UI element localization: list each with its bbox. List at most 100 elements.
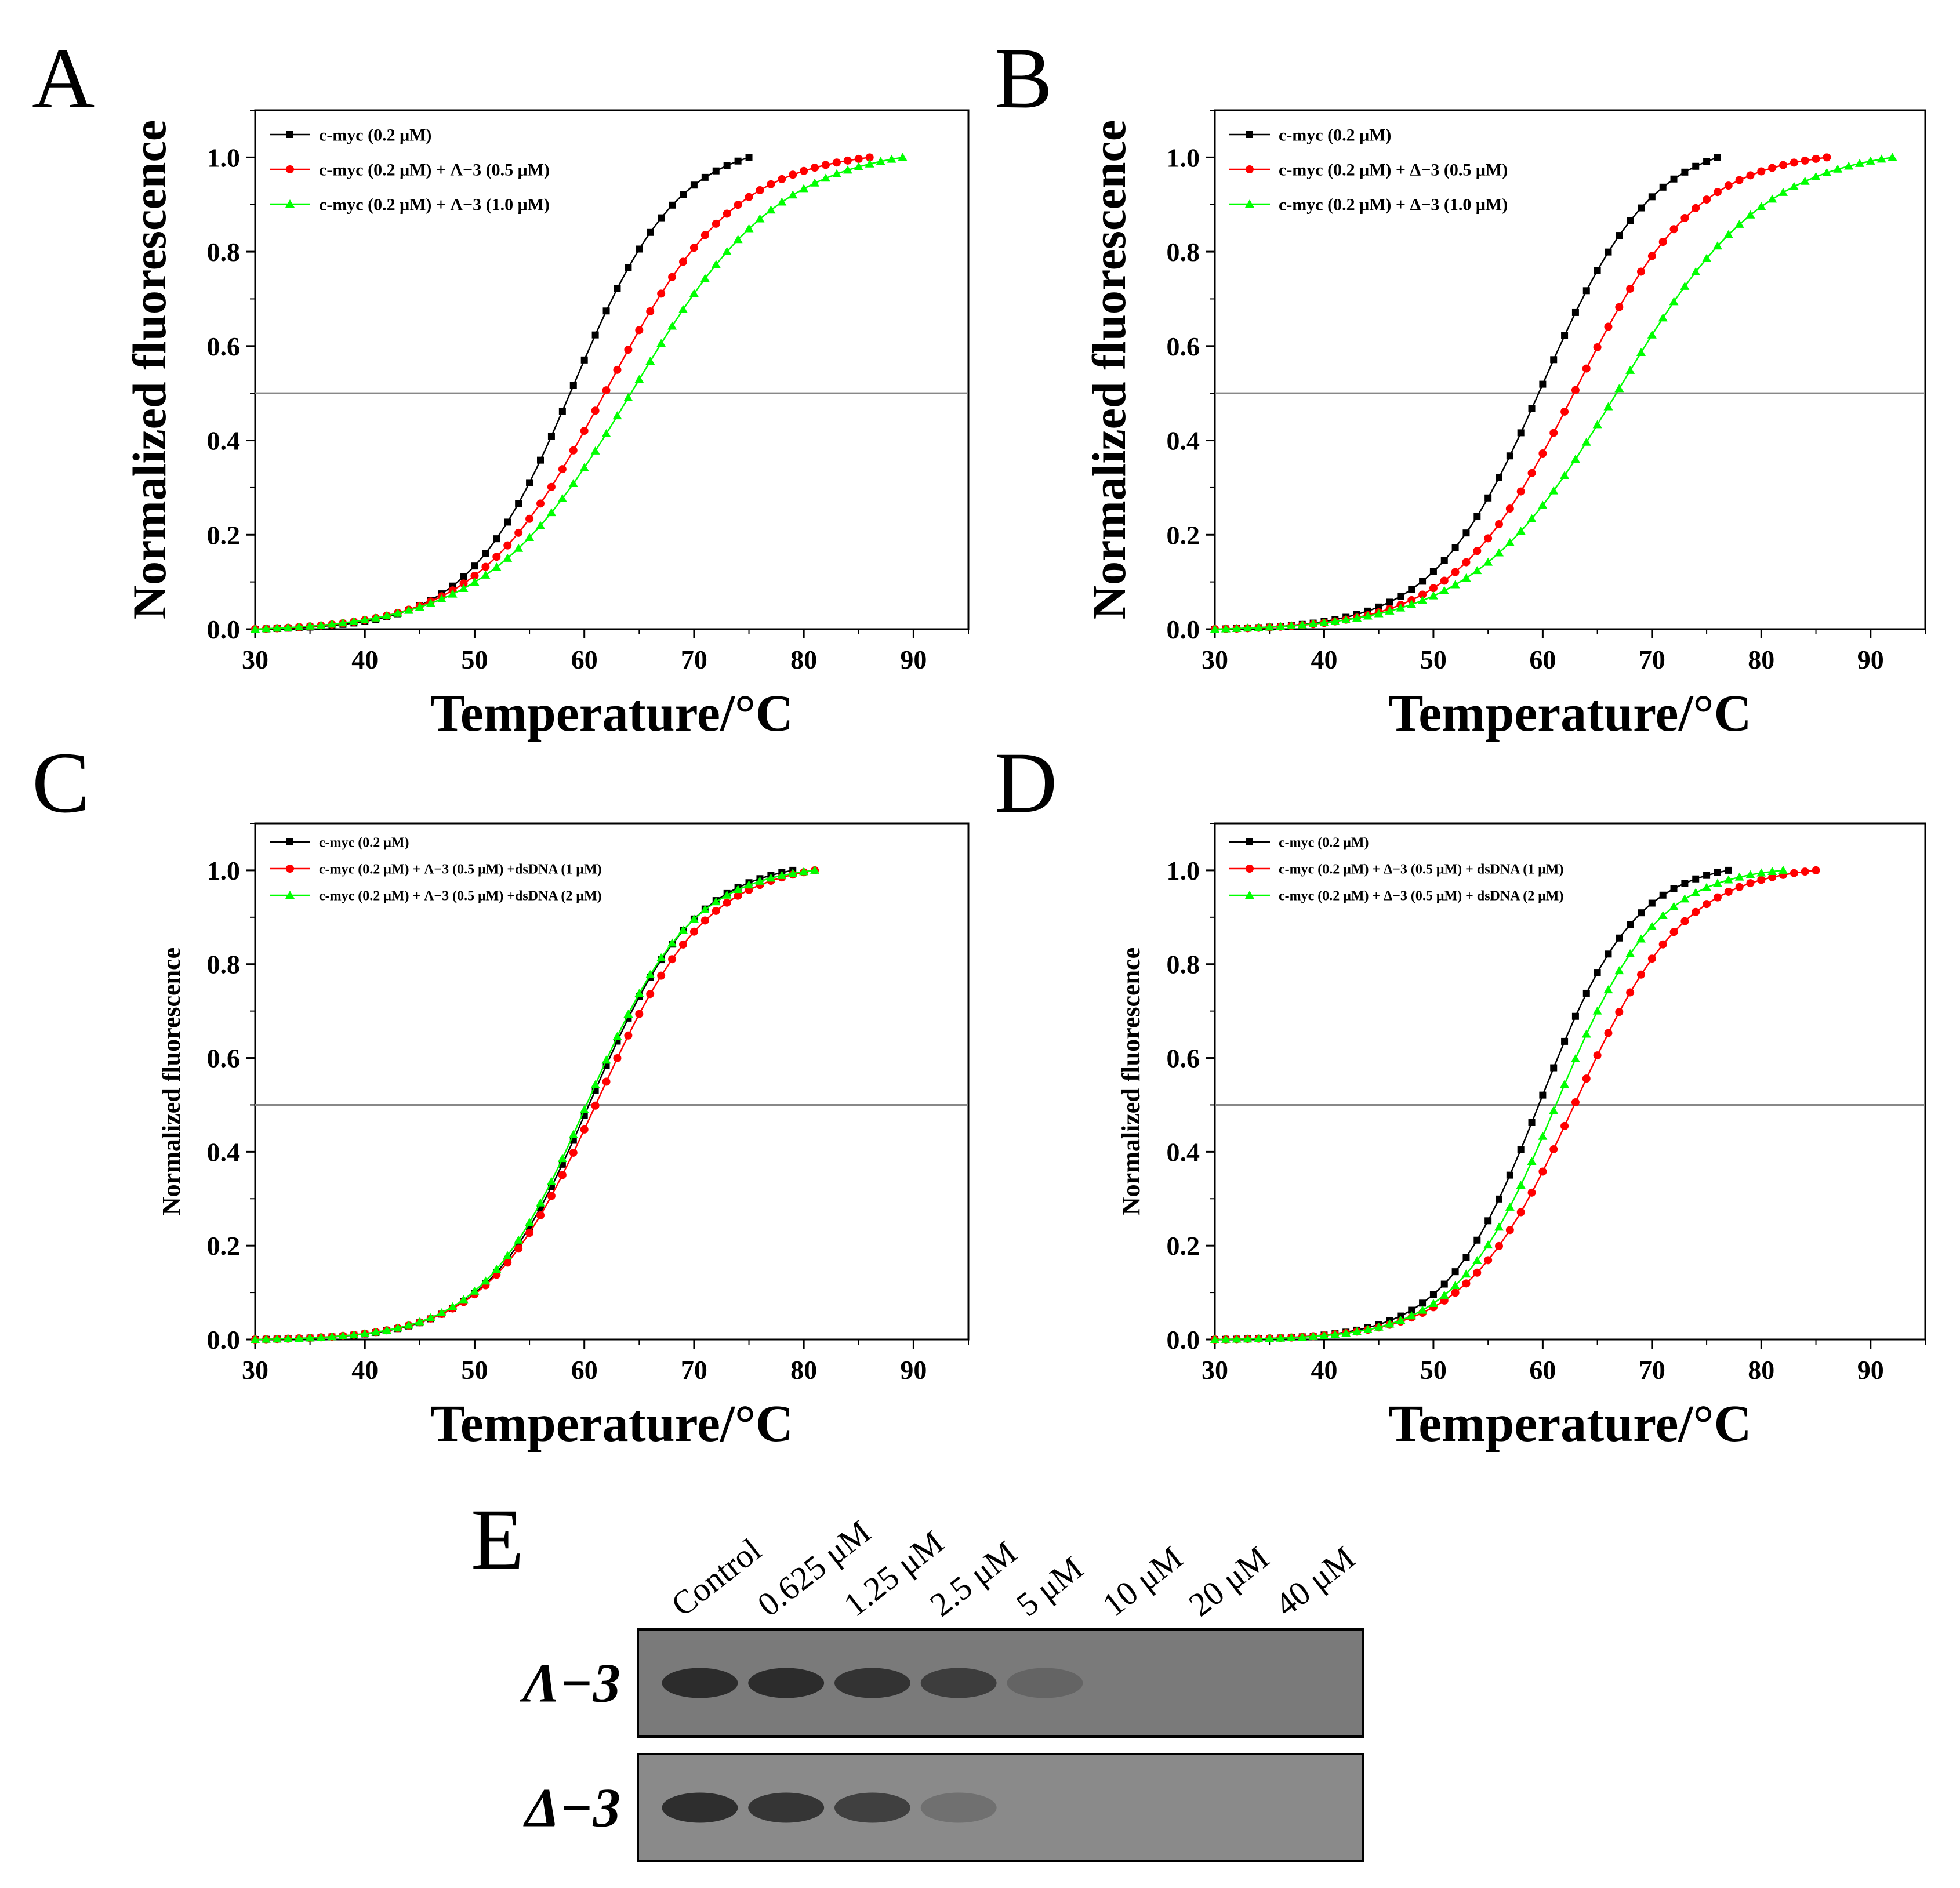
legend-label: c-myc (0.2 μM) + Λ−3 (0.5 μM) +dsDNA (1 …: [319, 862, 602, 877]
data-point: [690, 181, 698, 189]
data-point: [679, 257, 687, 266]
y-tick-label: 0.8: [207, 950, 241, 979]
data-point: [1363, 611, 1373, 620]
data-point: [722, 890, 732, 899]
data-point: [1592, 1006, 1602, 1015]
y-tick-label: 0.4: [207, 1137, 241, 1167]
data-point: [1811, 172, 1821, 180]
data-point: [1615, 1008, 1624, 1016]
data-point: [1659, 891, 1667, 899]
data-point: [1822, 168, 1832, 176]
legend-label: c-myc (0.2 μM) + Λ−3 (1.0 μM): [319, 195, 550, 215]
data-point: [580, 427, 589, 435]
data-point: [1243, 623, 1253, 632]
data-point: [1616, 934, 1623, 942]
data-point: [349, 1330, 359, 1339]
data-point: [1265, 1334, 1275, 1342]
data-point: [711, 897, 721, 906]
data-point: [623, 1010, 633, 1018]
legend-marker: [1246, 165, 1254, 173]
data-point: [601, 1055, 611, 1064]
data-point: [1680, 281, 1690, 290]
data-point: [1450, 1281, 1460, 1290]
data-point: [382, 611, 392, 619]
data-point: [415, 602, 424, 611]
data-point: [1210, 625, 1219, 633]
y-tick-label: 0.8: [1167, 237, 1200, 267]
data-point: [1560, 471, 1570, 480]
data-point: [1582, 287, 1590, 295]
data-point: [1692, 204, 1700, 212]
data-point: [766, 873, 776, 882]
data-point: [1778, 865, 1788, 874]
data-point: [788, 190, 798, 199]
y-tick-label: 0.0: [1167, 615, 1200, 644]
data-point: [788, 869, 798, 877]
data-point: [503, 1258, 512, 1267]
data-point: [1451, 1288, 1460, 1297]
x-tick-label: 90: [900, 645, 927, 674]
data-point: [1768, 873, 1777, 881]
data-point: [625, 264, 632, 271]
data-point: [1669, 297, 1679, 306]
data-point: [1658, 911, 1668, 920]
data-point: [712, 219, 720, 228]
data-point: [1627, 217, 1634, 224]
x-tick-label: 40: [1311, 645, 1337, 674]
data-point: [261, 624, 271, 633]
data-point: [503, 541, 512, 550]
x-axis-title: Temperature/°C: [1389, 685, 1752, 742]
data-point: [1702, 253, 1712, 262]
data-point: [1658, 313, 1668, 322]
data-point: [448, 589, 458, 598]
data-point: [623, 393, 633, 401]
panel-letter-a: A: [32, 30, 95, 126]
data-point: [360, 1329, 370, 1338]
data-point: [602, 1077, 611, 1086]
data-point: [1734, 219, 1744, 228]
data-point: [283, 623, 293, 631]
x-tick-label: 30: [1202, 1355, 1228, 1385]
legend-marker: [1245, 199, 1254, 208]
data-point: [1549, 1145, 1558, 1153]
data-point: [1647, 954, 1656, 963]
data-point: [1669, 902, 1679, 910]
data-point: [1625, 365, 1635, 374]
data-point: [1527, 469, 1536, 477]
data-point: [569, 382, 577, 389]
data-point: [1703, 158, 1711, 165]
y-tick-label: 1.0: [207, 856, 241, 885]
y-tick-label: 0.0: [207, 615, 241, 644]
data-point: [1844, 161, 1854, 170]
y-tick-label: 0.4: [1167, 426, 1200, 456]
legend-label: c-myc (0.2 μM): [1279, 126, 1391, 145]
data-point: [635, 326, 644, 335]
data-point: [448, 1302, 458, 1310]
data-point: [1648, 193, 1656, 201]
data-point: [471, 562, 478, 570]
data-point: [547, 482, 556, 491]
data-point: [1297, 1333, 1307, 1341]
data-point: [1593, 343, 1602, 351]
data-point: [316, 620, 326, 629]
data-point: [1658, 940, 1667, 949]
data-point: [800, 166, 808, 175]
data-point: [1790, 158, 1798, 167]
data-point: [1627, 921, 1634, 928]
x-tick-label: 90: [1857, 645, 1884, 674]
data-point: [1517, 429, 1525, 437]
data-point: [832, 158, 841, 167]
data-point: [1680, 917, 1689, 925]
data-point: [1494, 1222, 1504, 1231]
x-tick-label: 80: [1748, 645, 1774, 674]
data-point: [1538, 1131, 1548, 1140]
gel-band: [748, 1792, 825, 1823]
data-point: [1363, 1325, 1373, 1334]
data-point: [557, 493, 567, 502]
data-point: [1888, 153, 1897, 161]
x-tick-label: 90: [1857, 1355, 1884, 1385]
data-point: [1724, 887, 1733, 896]
data-point: [1550, 356, 1558, 364]
data-point: [482, 550, 489, 557]
data-point: [591, 331, 599, 339]
